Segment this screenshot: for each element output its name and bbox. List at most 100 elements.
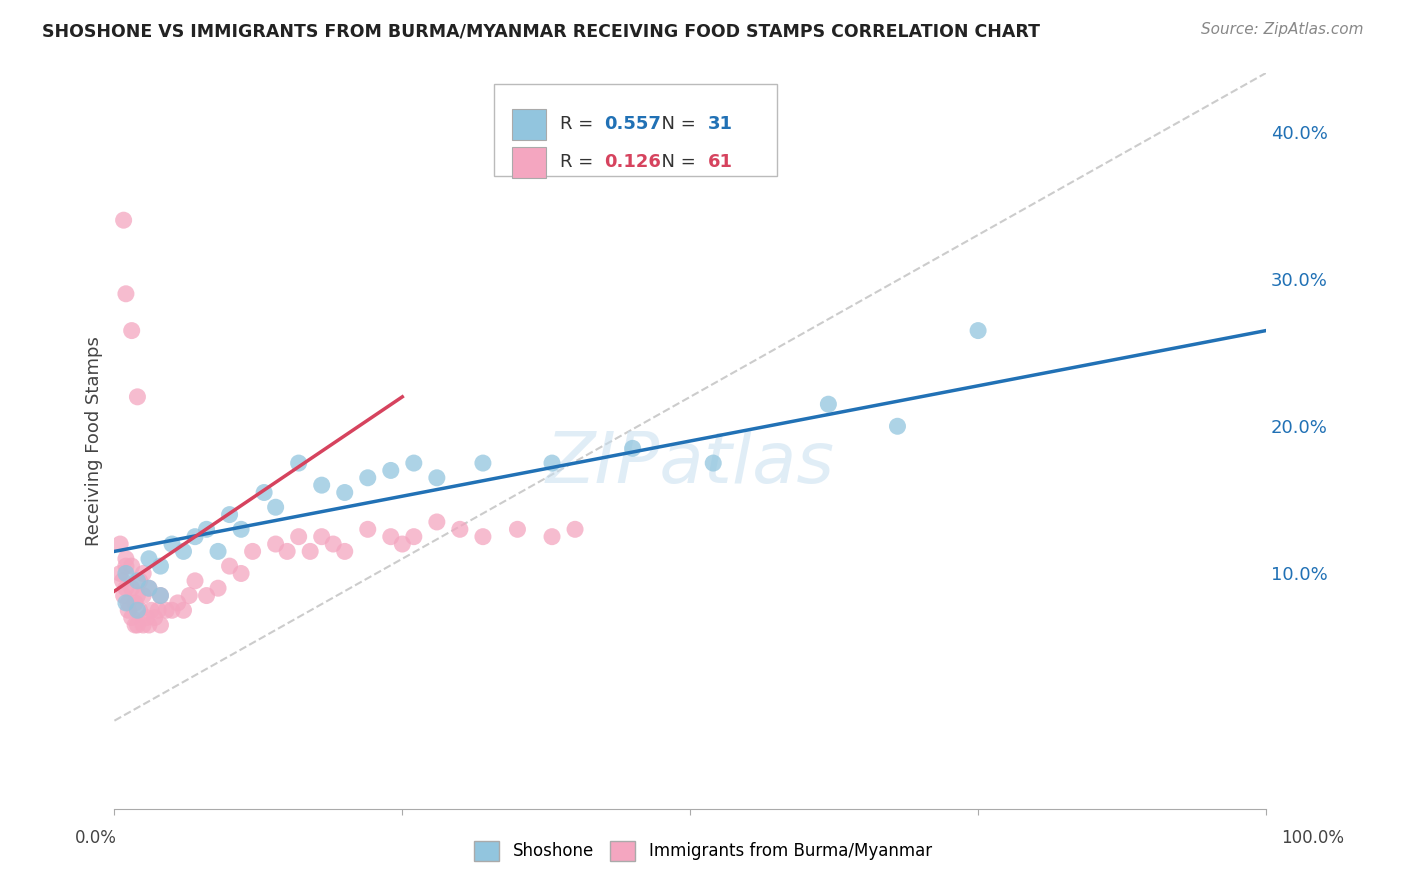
Point <box>299 544 322 558</box>
Point <box>132 618 155 632</box>
Point <box>127 618 149 632</box>
Point <box>115 566 138 581</box>
Point <box>541 530 564 544</box>
Point <box>108 537 131 551</box>
Text: 0.0%: 0.0% <box>75 829 117 847</box>
Point <box>449 522 471 536</box>
Point <box>138 581 160 595</box>
Point <box>621 442 644 456</box>
Point <box>287 530 309 544</box>
Point <box>506 522 529 536</box>
Point <box>357 522 380 536</box>
Point <box>115 551 138 566</box>
Text: 100.0%: 100.0% <box>1281 829 1344 847</box>
Point <box>155 603 177 617</box>
Point <box>128 574 150 588</box>
Point <box>108 566 131 581</box>
Point <box>117 596 139 610</box>
Point <box>138 618 160 632</box>
Point <box>149 618 172 632</box>
Point <box>391 537 413 551</box>
FancyBboxPatch shape <box>495 84 776 176</box>
Point <box>253 485 276 500</box>
Point <box>135 610 157 624</box>
Point <box>564 522 586 536</box>
Y-axis label: Receiving Food Stamps: Receiving Food Stamps <box>86 336 103 546</box>
Point <box>127 390 149 404</box>
Point <box>426 515 449 529</box>
Point <box>173 544 195 558</box>
Point <box>138 551 160 566</box>
Point <box>218 559 240 574</box>
Point <box>112 589 135 603</box>
Point <box>149 589 172 603</box>
Point <box>322 537 344 551</box>
Point <box>967 324 990 338</box>
Point <box>207 544 229 558</box>
Point <box>218 508 240 522</box>
Point <box>124 618 146 632</box>
Text: 61: 61 <box>707 153 733 171</box>
Point <box>229 566 252 581</box>
Point <box>121 610 143 624</box>
Text: SHOSHONE VS IMMIGRANTS FROM BURMA/MYANMAR RECEIVING FOOD STAMPS CORRELATION CHAR: SHOSHONE VS IMMIGRANTS FROM BURMA/MYANMA… <box>42 22 1040 40</box>
Point <box>541 456 564 470</box>
Point <box>276 544 298 558</box>
Point <box>115 581 138 595</box>
Point <box>402 456 425 470</box>
Point <box>471 530 494 544</box>
Point <box>149 559 172 574</box>
Point <box>121 581 143 595</box>
Text: Source: ZipAtlas.com: Source: ZipAtlas.com <box>1201 22 1364 37</box>
Legend: Shoshone, Immigrants from Burma/Myanmar: Shoshone, Immigrants from Burma/Myanmar <box>467 834 939 868</box>
Point <box>115 286 138 301</box>
Point <box>128 603 150 617</box>
Point <box>149 589 172 603</box>
Point <box>380 463 402 477</box>
Point <box>111 574 134 588</box>
Point <box>264 537 287 551</box>
Point <box>141 603 163 617</box>
Point <box>311 478 333 492</box>
Text: 0.557: 0.557 <box>603 115 661 133</box>
Point <box>160 537 183 551</box>
Bar <box>512 109 547 139</box>
Point <box>146 603 169 617</box>
Point <box>124 596 146 610</box>
Point <box>380 530 402 544</box>
Point <box>426 471 449 485</box>
Text: ZIPatlas: ZIPatlas <box>546 428 835 498</box>
Point <box>195 589 218 603</box>
Point <box>127 589 149 603</box>
Point <box>471 456 494 470</box>
Point <box>184 574 207 588</box>
Point <box>160 603 183 617</box>
Point <box>333 544 356 558</box>
Text: R =: R = <box>560 153 599 171</box>
Point <box>817 397 839 411</box>
Point <box>886 419 908 434</box>
Point <box>207 581 229 595</box>
Point <box>242 544 264 558</box>
Point <box>115 596 138 610</box>
Text: 31: 31 <box>707 115 733 133</box>
Point <box>115 559 138 574</box>
Point <box>138 581 160 595</box>
Text: N =: N = <box>650 115 702 133</box>
Point <box>132 566 155 581</box>
Point <box>333 485 356 500</box>
Point <box>195 522 218 536</box>
Point <box>311 530 333 544</box>
Point <box>357 471 380 485</box>
Point <box>702 456 724 470</box>
Point <box>121 559 143 574</box>
Point <box>127 603 149 617</box>
Point <box>121 324 143 338</box>
Point <box>287 456 309 470</box>
Point <box>264 500 287 515</box>
Point <box>173 603 195 617</box>
Point <box>117 603 139 617</box>
Point <box>179 589 201 603</box>
Point <box>184 530 207 544</box>
Text: 0.126: 0.126 <box>603 153 661 171</box>
